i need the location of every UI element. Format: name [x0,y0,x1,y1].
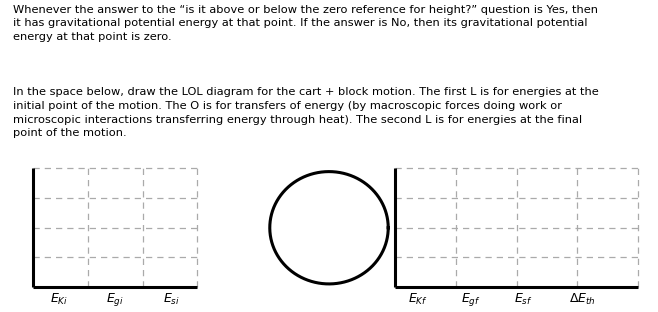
Text: Whenever the answer to the “is it above or below the zero reference for height?”: Whenever the answer to the “is it above … [13,5,598,42]
Text: $E_{gf}$: $E_{gf}$ [461,291,480,308]
Text: In the space below, draw the LOL diagram for the cart + block motion. The first : In the space below, draw the LOL diagram… [13,87,599,138]
Text: $E_{sf}$: $E_{sf}$ [514,292,532,307]
Text: $E_{Kf}$: $E_{Kf}$ [408,292,428,307]
Text: $E_{si}$: $E_{si}$ [163,292,180,307]
Text: $E_{gi}$: $E_{gi}$ [106,291,124,308]
Text: $E_{Ki}$: $E_{Ki}$ [50,292,68,307]
Text: $\Delta E_{th}$: $\Delta E_{th}$ [569,292,595,307]
